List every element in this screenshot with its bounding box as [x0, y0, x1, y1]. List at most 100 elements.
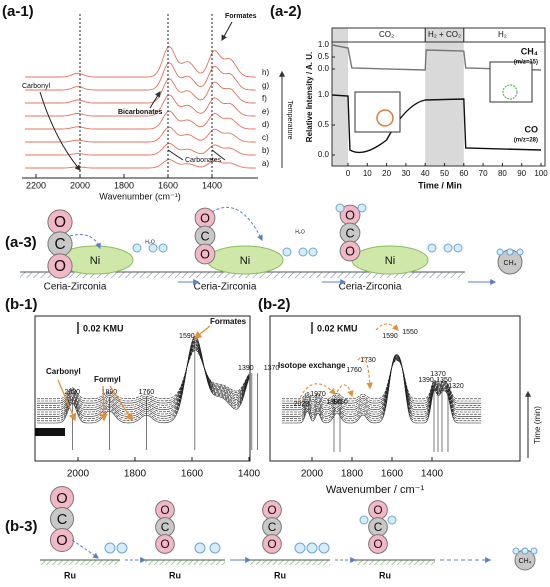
x-tick-label: 1400 — [421, 469, 444, 480]
x-tick-label: 1800 — [114, 180, 134, 190]
trace-label: a) — [262, 159, 269, 168]
support — [315, 272, 465, 278]
x-tick-label: 2000 — [301, 469, 324, 480]
atom — [194, 542, 206, 554]
atom — [194, 243, 216, 265]
trace-label: c) — [262, 133, 269, 142]
y-tick-label: 1.0 — [318, 90, 330, 99]
arrow — [69, 234, 101, 250]
inset — [354, 91, 401, 133]
axis-label: Wavenumber (cm⁻¹) — [99, 191, 180, 201]
co-trace — [331, 94, 542, 154]
atom — [298, 247, 308, 257]
label: (m/z=28) — [514, 138, 538, 144]
metal-label: Ru — [64, 570, 76, 580]
atom-label: O — [56, 533, 67, 549]
panel-label: (b-2) — [258, 296, 291, 313]
support — [40, 560, 120, 565]
arrow — [193, 325, 211, 339]
peak-label: 1890 — [102, 389, 118, 396]
label: Carbonyl — [22, 83, 50, 90]
peak-label: 1370 — [264, 365, 280, 372]
support-label: Ceria-Zirconia — [194, 282, 257, 293]
x-tick-label: 2000 — [67, 469, 90, 480]
phase-shade — [332, 28, 348, 166]
x-tick-label: 1800 — [124, 469, 147, 480]
spectrum — [37, 347, 250, 404]
arrow — [39, 91, 81, 171]
y-tick-label: 0.0 — [318, 150, 330, 159]
spectrum — [282, 358, 482, 406]
atom-label: C — [345, 226, 354, 240]
product-label: CH₄ — [504, 260, 517, 267]
atom — [521, 547, 529, 555]
trace-label: d) — [262, 120, 269, 129]
atom-label: O — [373, 537, 382, 551]
atom — [155, 534, 175, 554]
spectrum — [37, 348, 250, 402]
label: CH₄ — [521, 46, 538, 56]
spectrum — [25, 78, 256, 104]
label: Formates — [210, 317, 247, 326]
metal-label: Ru — [169, 570, 181, 580]
atom — [104, 542, 116, 554]
trace-label: e) — [262, 107, 269, 116]
spectrum — [25, 142, 256, 156]
atom-label: O — [54, 214, 66, 231]
baseline-bar — [35, 428, 65, 436]
atom — [47, 253, 73, 279]
atom — [308, 247, 318, 257]
atom — [306, 542, 318, 554]
atom — [453, 243, 463, 253]
product-label: CH₄ — [519, 558, 532, 565]
support — [355, 560, 435, 565]
label: CO — [525, 124, 539, 134]
arrow — [167, 149, 226, 161]
axis-label: Wavenumber / cm⁻¹ — [326, 484, 425, 496]
axis-label: Relative Intensity / A. U. — [305, 52, 314, 142]
peak-label: 1760 — [139, 389, 155, 396]
spectrum — [282, 359, 482, 404]
atom-label: C — [200, 229, 209, 243]
atom — [387, 515, 397, 525]
arrow — [71, 539, 99, 559]
frame — [331, 27, 546, 167]
spectrum — [37, 335, 250, 424]
phase-label: CO₂ — [379, 30, 394, 39]
spectrum — [282, 360, 482, 400]
peak-label: 1890 — [326, 399, 342, 406]
x-tick-label: 2200 — [26, 180, 46, 190]
support — [20, 272, 170, 278]
trace-label: g) — [262, 81, 269, 90]
spectrum — [37, 344, 250, 408]
peak-label: 1390 — [238, 365, 254, 372]
peak-label: 1390 — [418, 377, 434, 384]
panel-label: (b-3) — [5, 518, 38, 535]
trace-label: f) — [262, 94, 267, 103]
panel-label: (a-2) — [270, 3, 302, 20]
label: H₂O — [295, 229, 305, 235]
panel-label: (a-3) — [5, 234, 37, 251]
x-tick-label: 70 — [479, 169, 488, 178]
atom — [339, 240, 361, 262]
label: 0.02 KMU — [83, 323, 124, 333]
atom-label: C — [374, 520, 383, 534]
label: (m/z=15) — [514, 60, 538, 66]
x-tick-label: 100 — [534, 169, 548, 178]
peak-label: 1320 — [448, 383, 464, 390]
panel-label: (b-1) — [5, 296, 38, 313]
atom-label: C — [161, 520, 170, 534]
y-tick-label: 1.0 — [318, 40, 330, 49]
arrow — [297, 383, 336, 403]
atom — [443, 243, 453, 253]
spectrum — [282, 359, 482, 402]
peak-label: 1970 — [310, 391, 326, 398]
spectrum — [25, 45, 256, 78]
arrow — [221, 21, 233, 42]
atom-label: C — [57, 512, 68, 528]
support — [250, 560, 330, 565]
label: Isotope exchange — [278, 361, 346, 370]
support-label: Ceria-Zirconia — [44, 282, 107, 293]
y-tick-label: 0.0 — [318, 64, 330, 73]
